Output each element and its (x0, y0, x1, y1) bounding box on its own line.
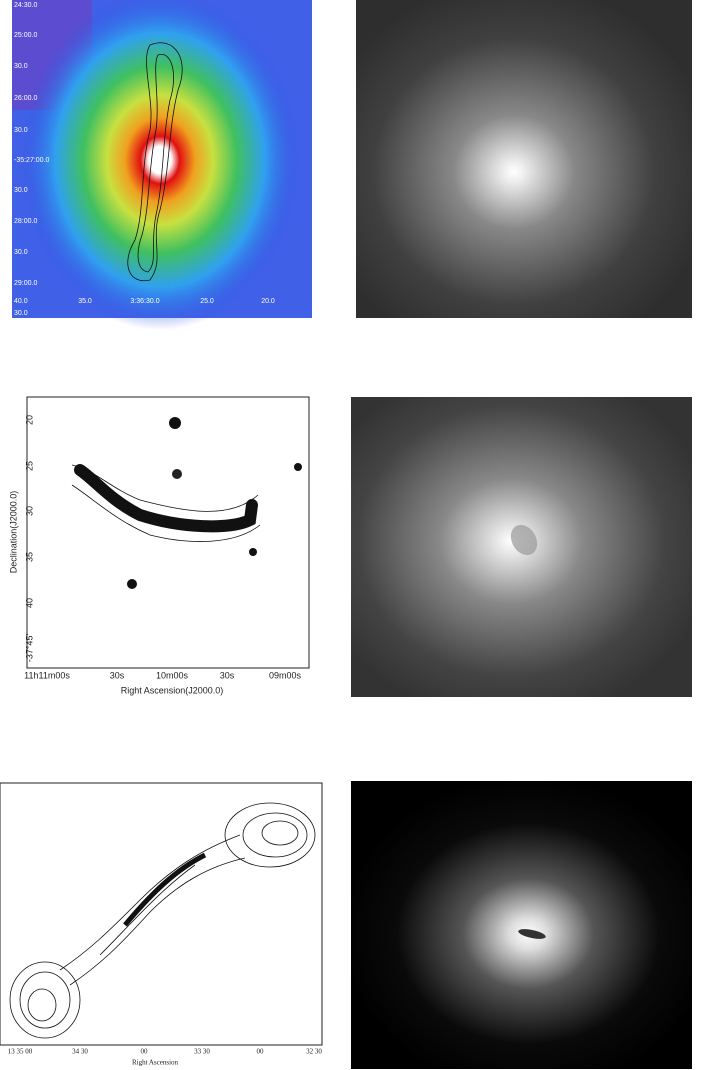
source (172, 469, 182, 479)
x-title: Right Ascension (132, 1059, 179, 1067)
x-label: 25.0 (200, 298, 214, 305)
x-label: 30s (220, 670, 235, 680)
x-label: 32 30 (306, 1048, 322, 1056)
y-label: 30.0 (14, 310, 28, 317)
y-label: 25 (24, 461, 34, 471)
galaxy-image (356, 0, 692, 318)
galaxy-image (351, 781, 692, 1069)
x-label: 11h11m00s (24, 670, 70, 680)
radio-panel: 13 35 00 34 30 00 33 30 00 32 30 Right A… (0, 782, 323, 1067)
y-title: Declination(J2000.0) (8, 491, 18, 574)
y-label: 24:30.0 (14, 2, 37, 9)
y-label: 40.0 (14, 298, 28, 305)
y-label: 25:00.0 (14, 32, 37, 39)
contour (71, 464, 261, 542)
y-label: 20 (24, 415, 34, 425)
source (249, 548, 257, 556)
y-label: 29:00.0 (14, 280, 37, 287)
y-label: 26:00.0 (14, 95, 37, 102)
contour (261, 820, 299, 846)
source (169, 417, 181, 429)
x-label: 35.0 (78, 298, 92, 305)
y-label: 40 (24, 598, 34, 608)
plot-frame (0, 782, 323, 1046)
y-label: -35:27:00.0 (14, 157, 50, 164)
plot-frame (26, 396, 310, 669)
dust-lane (518, 929, 546, 939)
contour (137, 54, 174, 273)
x-label: 00 (257, 1048, 265, 1056)
x-title: Right Ascension(J2000.0) (121, 685, 224, 695)
x-label: 34 30 (72, 1048, 88, 1056)
contour (27, 988, 57, 1022)
contour (224, 802, 316, 868)
x-label: 30s (110, 670, 125, 680)
contour (9, 961, 81, 1039)
y-label: 30.0 (14, 63, 28, 70)
xray-panel: 24:30.0 25:00.0 30.0 26:00.0 30.0 -35:27… (12, 0, 312, 330)
y-label: 30.0 (14, 127, 28, 134)
contour (59, 834, 246, 986)
y-label: 30.0 (14, 187, 28, 194)
x-label: 13 35 00 (8, 1048, 33, 1056)
y-label: 28:00.0 (14, 218, 37, 225)
source (294, 463, 302, 471)
contour (19, 971, 71, 1029)
x-label: 00 (141, 1048, 149, 1056)
x-label: 09m00s (269, 670, 302, 680)
radio-panel: 20 25 30 35 40 -37°45' 11h11m00s 30s 10m… (8, 396, 310, 695)
x-label: 3:36:30.0 (130, 298, 159, 305)
contour (242, 812, 308, 858)
y-label: 35 (24, 552, 34, 562)
y-label: 30 (24, 506, 34, 516)
xray-emission (20, 0, 300, 330)
radio-jet (74, 464, 258, 533)
y-label: 30.0 (14, 249, 28, 256)
x-label: 33 30 (194, 1048, 210, 1056)
radio-jet (123, 852, 207, 927)
source (127, 579, 137, 589)
contour (127, 42, 183, 282)
x-label: 10m00s (156, 670, 189, 680)
dust-lane (510, 524, 538, 556)
x-label: 20.0 (261, 298, 275, 305)
y-label: -37°45' (24, 634, 34, 663)
